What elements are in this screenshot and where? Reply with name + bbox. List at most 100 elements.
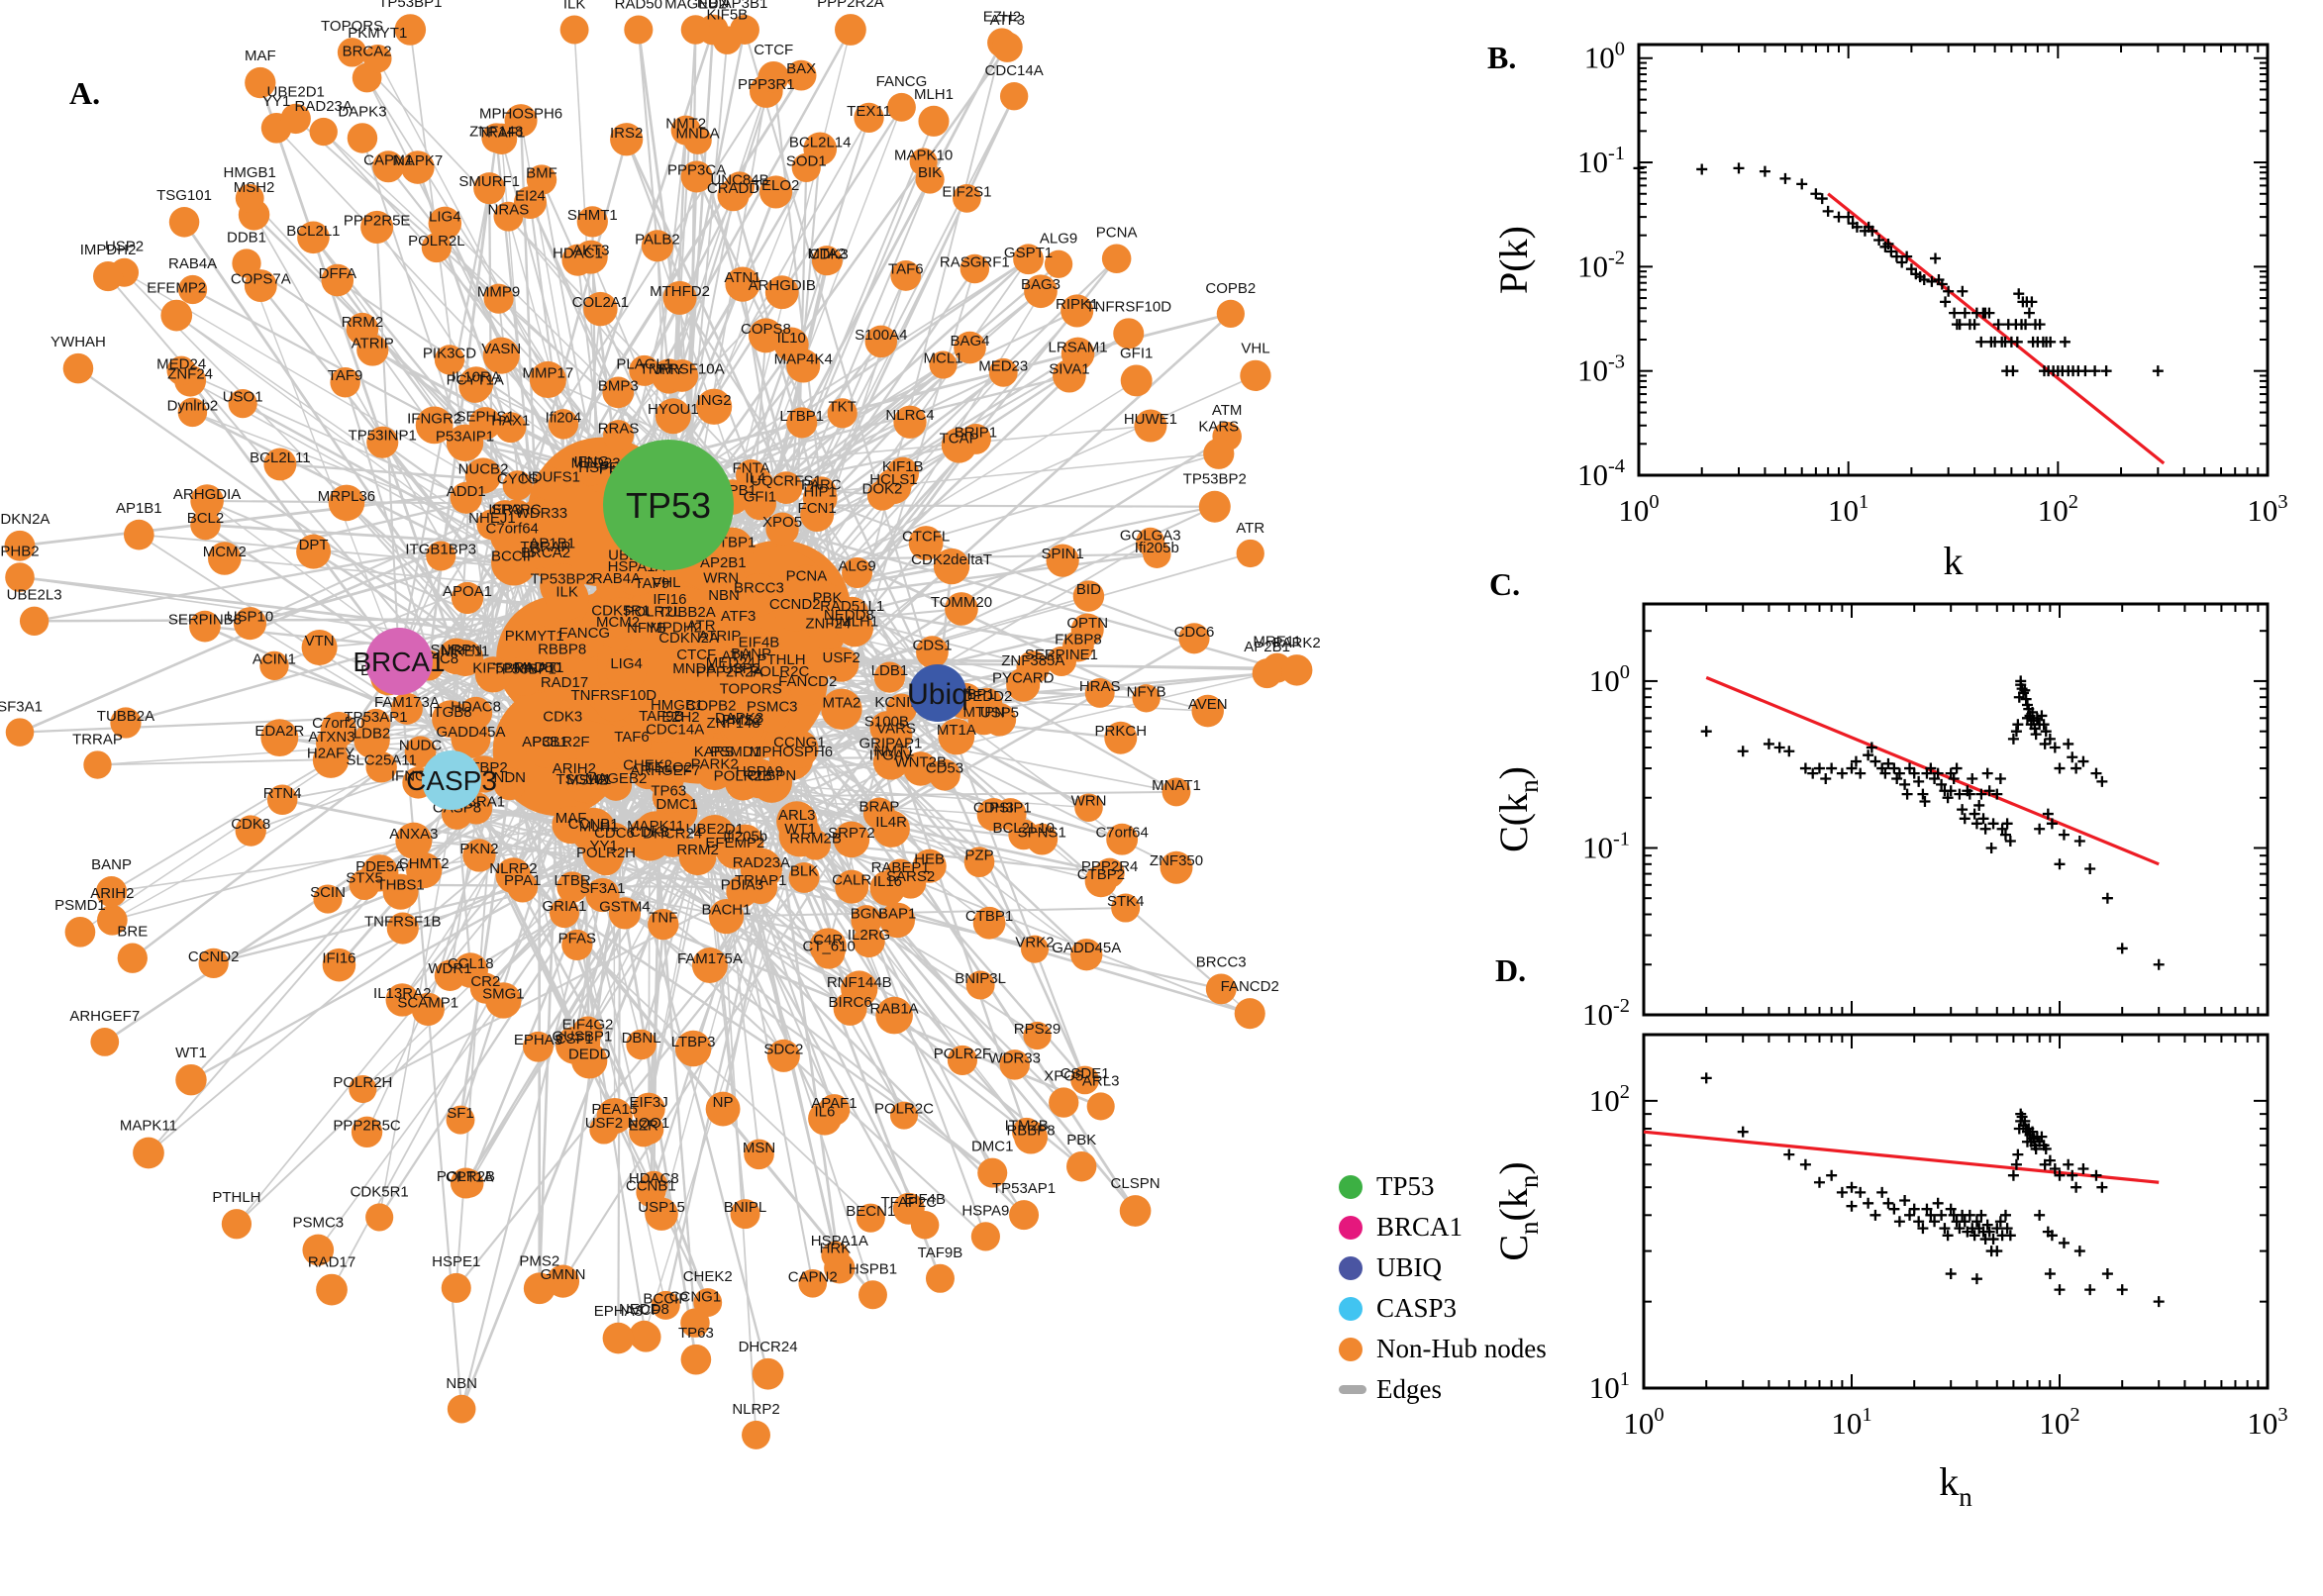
network-node-label: MTA2: [822, 694, 860, 711]
network-node: [947, 1045, 978, 1075]
network-node: [960, 253, 990, 284]
network-node-label: NDN: [697, 0, 730, 12]
node-swatch-icon: [1339, 1215, 1363, 1240]
network-node: [1111, 893, 1141, 923]
data-point: [1991, 1246, 2003, 1257]
network-node-label: BCL2L10: [992, 820, 1055, 837]
x-axis-title: kn​: [1939, 1459, 1972, 1512]
network-node-label: PKMYT1: [505, 628, 564, 645]
network-node-label: MRE11: [1253, 634, 1301, 650]
network-node-label: BNIP3L: [955, 970, 1006, 987]
network-node: [766, 1039, 800, 1072]
network-edge: [734, 848, 927, 1226]
network-node-label: VTN: [305, 633, 335, 649]
data-point: [1913, 775, 1925, 787]
chart-cnkn: 100​101​102​103​102​101​kn​Cn​(kn​): [1491, 1033, 2288, 1512]
network-node-label: HYOU1: [648, 401, 699, 418]
network-node-label: DEDD2: [961, 688, 1012, 705]
network-node-label: RBBP8: [1006, 1123, 1055, 1140]
network-node: [432, 700, 469, 738]
network-node-label: H2AFY: [307, 746, 354, 762]
network-node: [662, 280, 697, 315]
network-node-label: MAGEB2: [585, 770, 648, 787]
network-node: [695, 388, 733, 425]
network-node-label: BID: [1076, 581, 1101, 598]
network-node-label: TNFRSF1B: [364, 914, 442, 931]
network-node-label: OPTN: [1066, 615, 1108, 632]
network-node-label: AVEN: [1188, 696, 1228, 713]
network-node-label: PYCARD: [992, 670, 1055, 687]
data-point: [1779, 172, 1791, 184]
network-node: [594, 682, 634, 722]
network-node-label: PBK: [1066, 1132, 1096, 1148]
network-node-label: CSDE1: [1060, 1065, 1110, 1082]
network-node-label: WDR33: [988, 1049, 1041, 1066]
data-point: [1846, 1181, 1858, 1193]
network-node-label: EFEMP2: [705, 835, 764, 851]
network-node-label: EDA2R: [254, 723, 304, 740]
data-point: [2020, 693, 2032, 705]
network-node-label: IL16: [873, 873, 902, 890]
x-tick-label: 101​: [1828, 491, 1868, 528]
data-point: [1975, 1209, 1987, 1221]
network-node-label: RIPK1: [1056, 296, 1098, 313]
network-node-label: TNFRSF10A: [640, 360, 725, 377]
network-edge: [601, 29, 852, 475]
network-node-label: C7orf64: [486, 520, 539, 537]
network-node: [62, 352, 94, 384]
network-node-label: ATR: [687, 618, 716, 635]
network-node-label: RNF144B: [827, 974, 892, 991]
network-node-label: CAPN2: [788, 1268, 838, 1285]
network-node: [93, 260, 124, 292]
data-point: [1813, 1176, 1825, 1188]
data-point: [1969, 808, 1980, 820]
network-node: [695, 751, 735, 791]
network-node: [438, 638, 475, 675]
data-point: [2039, 738, 2051, 749]
network-edge: [451, 779, 860, 990]
network-node: [1060, 294, 1094, 328]
network-node-label: CDKN2A: [658, 630, 719, 647]
network-node: [833, 991, 867, 1026]
data-point: [1987, 818, 1999, 830]
x-tick-label: 100​: [1623, 1404, 1664, 1441]
network-node: [774, 590, 816, 632]
network-node: [1060, 337, 1095, 371]
data-point: [2077, 755, 2089, 767]
network-node: [259, 650, 289, 681]
network-node-label: HSPA9: [736, 763, 783, 780]
network-node-label: LTBP1: [779, 408, 824, 425]
network-node-label: MCL1: [924, 350, 963, 367]
plot-D: 100​101​102​103​102​101​kn​Cn​(kn​): [1491, 1033, 2288, 1512]
network-node: [583, 291, 618, 327]
network-node: [1026, 823, 1059, 855]
network-node-label: BANP: [91, 856, 132, 873]
network-node-label: POLR2L: [408, 233, 465, 249]
network-node-label: TRRAP: [520, 539, 570, 555]
network-node: [890, 260, 922, 291]
hub-node-label: CASP3: [406, 765, 497, 796]
data-point: [2026, 296, 2038, 308]
network-node-label: SF3A1: [580, 880, 626, 897]
data-point: [1942, 792, 1954, 804]
network-edge: [378, 516, 506, 1218]
network-node: [674, 1030, 712, 1067]
network-node: [526, 164, 557, 195]
network-node-label: BECN1: [846, 1203, 895, 1220]
data-point: [1700, 1072, 1712, 1084]
network-node: [545, 576, 589, 621]
network-node-label: CCND2: [769, 596, 821, 613]
network-node-label: FANCG: [558, 625, 610, 642]
network-node-label: CTBP2: [1077, 866, 1125, 883]
network-node-label: AP1B1: [116, 500, 162, 517]
network-node-label: FNTA: [733, 460, 770, 477]
network-node: [110, 707, 142, 739]
network-node-label: EPHA3: [594, 1303, 643, 1320]
network-node-label: BMF: [526, 165, 557, 182]
network-node: [786, 349, 821, 383]
network-node-label: YWHAH: [50, 334, 106, 350]
network-node: [764, 275, 799, 310]
network-node-label: HAX1: [491, 413, 530, 430]
network-node: [726, 875, 758, 908]
network-node-label: CCNB1: [626, 1177, 676, 1194]
